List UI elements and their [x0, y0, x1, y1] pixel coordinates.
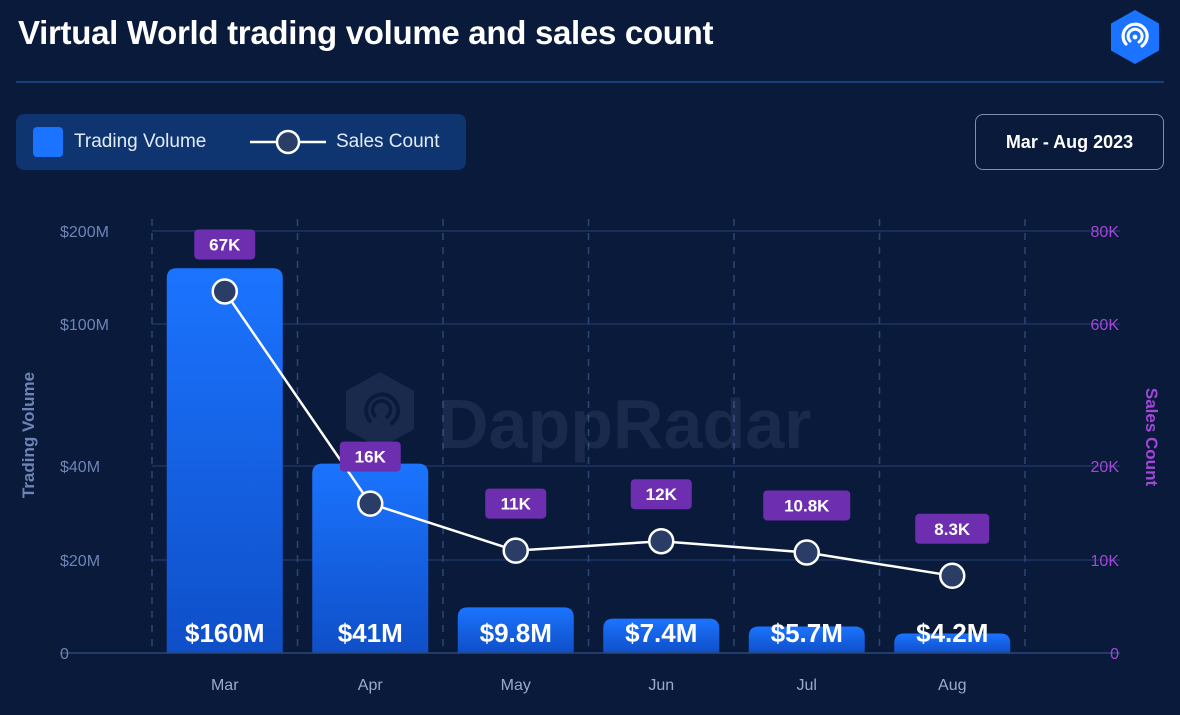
dappradar-logo-icon [1111, 10, 1159, 64]
sales-count-label: 12K [646, 485, 678, 504]
bar-trading-volume [603, 618, 720, 653]
x-tick-label: Aug [938, 677, 966, 694]
x-tick-label: May [501, 677, 531, 694]
point-sales-count [211, 278, 238, 305]
sales-count-label: 16K [355, 448, 387, 467]
sales-count-label: 10.8K [784, 496, 830, 515]
legend-label-sales-count: Sales Count [336, 131, 440, 152]
bar-trading-volume [457, 607, 574, 653]
chart-title: Virtual World trading volume and sales c… [18, 14, 714, 51]
x-tick-label: Jun [648, 677, 674, 694]
sales-count-badge [339, 441, 401, 472]
sales-count-label: 67K [209, 235, 241, 254]
y-right-tick-label: 10K [1091, 553, 1120, 570]
legend-label-trading-volume: Trading Volume [74, 131, 207, 152]
bar-trading-volume [312, 463, 429, 653]
chart-legend: Trading Volume Sales Count [16, 114, 466, 170]
legend-line-marker-icon [250, 129, 326, 155]
x-tick-label: Jul [797, 677, 817, 694]
bar-value-label: $5.7M [771, 618, 843, 648]
y-left-tick-label: $100M [60, 317, 109, 334]
bar-value-label: $7.4M [625, 618, 697, 648]
sales-count-label: 8.3K [934, 520, 971, 539]
sales-count-badge [763, 490, 851, 521]
point-sales-count [939, 562, 966, 590]
point-sales-count [648, 527, 675, 555]
y-left-tick-label: $200M [60, 224, 109, 241]
sales-count-badge [630, 479, 692, 510]
point-sales-count [793, 539, 820, 566]
y-left-tick-label: $20M [60, 553, 100, 570]
y-right-tick-label: 0 [1110, 646, 1119, 663]
x-tick-label: Mar [211, 677, 239, 694]
bar-value-label: $4.2M [916, 618, 988, 648]
sales-count-label: 11K [501, 495, 532, 514]
bar-trading-volume [166, 268, 283, 653]
bar-value-label: $160M [185, 618, 265, 648]
point-sales-count [502, 537, 529, 564]
date-range-badge: Mar - Aug 2023 [975, 114, 1164, 170]
watermark-text: DappRadar [438, 385, 811, 463]
y-left-tick-label: $40M [60, 459, 100, 476]
y-right-tick-label: 80K [1091, 224, 1120, 241]
header-divider [16, 81, 1164, 83]
y-left-tick-label: 0 [60, 646, 69, 663]
bar-value-label: $41M [338, 618, 403, 648]
bar-trading-volume [748, 626, 865, 653]
bar-trading-volume [894, 633, 1011, 653]
bar-value-label: $9.8M [480, 618, 552, 648]
x-tick-label: Apr [358, 677, 384, 694]
sales-count-badge [485, 488, 547, 519]
sales-count-badge [915, 513, 990, 544]
y-right-tick-label: 60K [1091, 317, 1120, 334]
sales-count-badge [194, 229, 256, 260]
y-right-tick-label: 20K [1091, 459, 1120, 476]
point-sales-count [357, 490, 384, 517]
legend-swatch-trading-volume [33, 127, 63, 157]
